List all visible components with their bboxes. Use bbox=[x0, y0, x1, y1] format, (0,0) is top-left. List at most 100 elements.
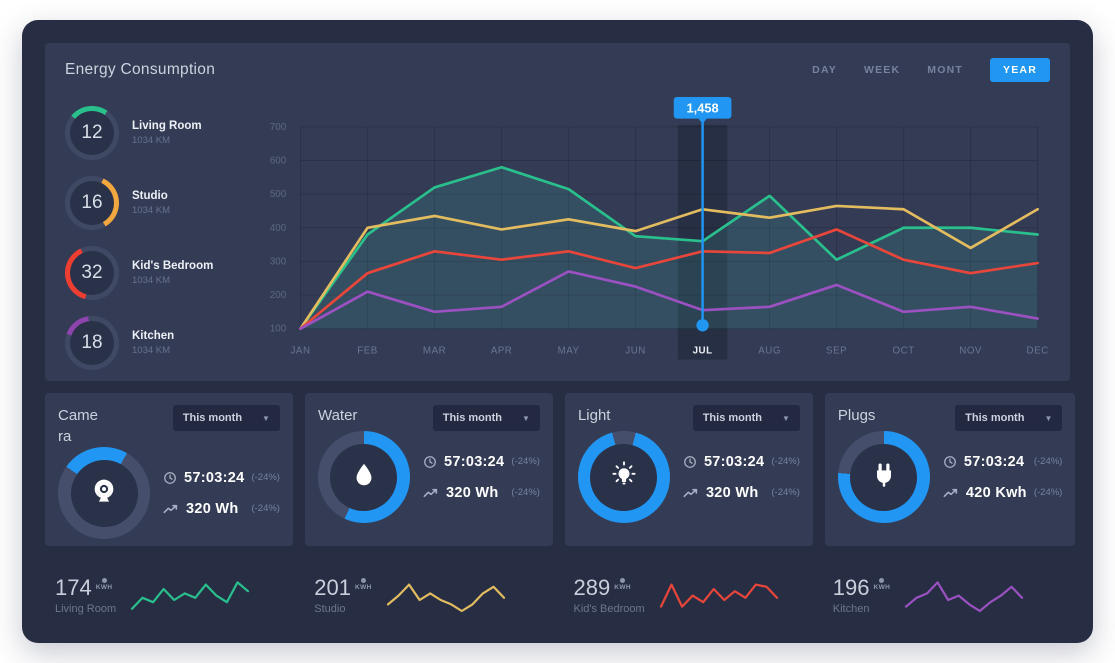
plug-icon bbox=[869, 460, 899, 495]
camera-icon bbox=[88, 475, 120, 512]
svg-text:AUG: AUG bbox=[758, 345, 781, 356]
clock-icon bbox=[943, 455, 957, 469]
room-gauge-list: 12 Living Room 1034 KM 16 Studio 1034 KM bbox=[65, 88, 247, 370]
tab-year[interactable]: YEAR bbox=[990, 58, 1050, 82]
gauge-value: 18 bbox=[70, 321, 114, 365]
water-progress-ring bbox=[317, 431, 410, 523]
chevron-down-icon: ▼ bbox=[522, 413, 530, 423]
spark-room-label: Kid's Bedroom bbox=[573, 603, 645, 615]
spark-kitchen: 196 KWH Kitchen bbox=[823, 560, 1070, 618]
gauge-sub: 1034 KM bbox=[132, 275, 171, 286]
gauge-studio[interactable]: 16 Studio 1034 KM bbox=[65, 176, 247, 230]
unit-dot bbox=[620, 578, 626, 583]
svg-text:700: 700 bbox=[270, 122, 287, 133]
gauge-label: Kid's Bedroom bbox=[132, 260, 214, 272]
svg-text:FEB: FEB bbox=[357, 345, 378, 356]
spark-room-label: Studio bbox=[314, 603, 346, 615]
svg-text:MAR: MAR bbox=[423, 345, 446, 356]
usage-stat: 420 Kwh (-24%) bbox=[943, 485, 1062, 501]
range-tabs: DAY WEEK MONT YEAR bbox=[812, 58, 1050, 82]
tab-day[interactable]: DAY bbox=[812, 64, 837, 76]
svg-text:NOV: NOV bbox=[959, 345, 982, 356]
energy-consumption-section: Energy Consumption DAY WEEK MONT YEAR 12… bbox=[45, 43, 1070, 381]
camera-period-dropdown[interactable]: This month ▼ bbox=[172, 405, 280, 431]
svg-text:300: 300 bbox=[270, 256, 287, 267]
light-period-dropdown[interactable]: This month ▼ bbox=[692, 405, 800, 431]
gauge-value: 12 bbox=[70, 111, 114, 155]
gauge-kitchen[interactable]: 18 Kitchen 1034 KM bbox=[65, 316, 247, 370]
svg-text:JAN: JAN bbox=[291, 345, 311, 356]
card-plugs: Plugs This month ▼ bbox=[824, 393, 1076, 546]
spark-room-label: Living Room bbox=[55, 603, 117, 615]
living-room-sparkline bbox=[130, 574, 250, 618]
gauge-sub: 1034 KM bbox=[132, 135, 171, 146]
card-title: Plugs bbox=[837, 407, 876, 424]
water-period-dropdown[interactable]: This month ▼ bbox=[432, 405, 540, 431]
time-stat: 57:03:24 (-24%) bbox=[683, 454, 800, 470]
gauge-sub: 1034 KM bbox=[132, 345, 171, 356]
card-title: Light bbox=[577, 407, 611, 424]
clock-icon bbox=[423, 455, 437, 469]
camera-progress-ring bbox=[58, 447, 150, 539]
svg-text:600: 600 bbox=[270, 156, 287, 167]
trend-icon bbox=[683, 487, 699, 499]
gauge-ring: 18 bbox=[65, 316, 119, 370]
chevron-down-icon: ▼ bbox=[262, 413, 270, 423]
gauge-ring: 12 bbox=[65, 106, 119, 160]
trend-icon bbox=[943, 487, 959, 499]
trend-icon bbox=[423, 487, 439, 499]
usage-stat: 320 Wh (-24%) bbox=[683, 485, 800, 501]
kids-bedroom-sparkline bbox=[659, 574, 779, 618]
tab-week[interactable]: WEEK bbox=[863, 64, 901, 76]
gauge-sub: 1034 KM bbox=[132, 205, 171, 216]
clock-icon bbox=[163, 471, 177, 485]
svg-text:JUL: JUL bbox=[693, 345, 713, 356]
usage-stat: 320 Wh (-24%) bbox=[423, 485, 540, 501]
gauge-ring: 32 bbox=[65, 246, 119, 300]
kitchen-sparkline bbox=[904, 574, 1024, 618]
time-stat: 57:03:24 (-24%) bbox=[423, 454, 540, 470]
gauge-ring: 16 bbox=[65, 176, 119, 230]
card-light: Light This month ▼ bbox=[564, 393, 813, 546]
spark-studio: 201 KWH Studio bbox=[304, 560, 551, 618]
room-sparkline-row: 174 KWH Living Room 201 KWH Studio 289 bbox=[45, 560, 1070, 618]
svg-text:200: 200 bbox=[270, 290, 287, 301]
section-header: Energy Consumption DAY WEEK MONT YEAR bbox=[65, 58, 1050, 82]
unit-label: KWH bbox=[95, 584, 113, 591]
dashboard-panel: Energy Consumption DAY WEEK MONT YEAR 12… bbox=[22, 20, 1093, 643]
svg-text:500: 500 bbox=[270, 189, 287, 200]
plugs-progress-ring bbox=[837, 431, 930, 523]
svg-text:100: 100 bbox=[270, 324, 287, 335]
gauge-label: Studio bbox=[132, 190, 168, 202]
usage-stat: 320 Wh (-24%) bbox=[163, 501, 280, 517]
chevron-down-icon: ▼ bbox=[781, 413, 790, 423]
gauge-kids-bedroom[interactable]: 32 Kid's Bedroom 1034 KM bbox=[65, 246, 247, 300]
svg-text:400: 400 bbox=[270, 223, 287, 234]
unit-dot bbox=[879, 578, 885, 583]
gauge-living-room[interactable]: 12 Living Room 1034 KM bbox=[65, 106, 247, 160]
tab-month[interactable]: MONT bbox=[927, 64, 964, 76]
page-title: Energy Consumption bbox=[65, 61, 216, 78]
gauge-value: 16 bbox=[70, 181, 114, 225]
light-bulb-icon bbox=[609, 460, 639, 495]
chevron-down-icon: ▼ bbox=[1044, 413, 1053, 423]
energy-line-chart[interactable]: 100 200 300 400 500 600 700 JAN FEB MAR APR MAY JUN J… bbox=[247, 96, 1050, 370]
gauge-label: Living Room bbox=[132, 120, 202, 132]
svg-text:SEP: SEP bbox=[826, 345, 847, 356]
svg-text:1,458: 1,458 bbox=[686, 100, 718, 115]
spark-value: 174 bbox=[55, 575, 92, 600]
svg-text:MAY: MAY bbox=[558, 345, 580, 356]
light-progress-ring bbox=[577, 431, 670, 523]
plugs-period-dropdown[interactable]: This month ▼ bbox=[955, 405, 1063, 431]
unit-label: KWH bbox=[354, 584, 372, 591]
unit-dot bbox=[101, 578, 107, 583]
spark-room-label: Kitchen bbox=[832, 603, 870, 615]
card-camera: Camera This month ▼ bbox=[45, 393, 293, 546]
clock-icon bbox=[683, 455, 697, 469]
time-stat: 57:03:24 (-24%) bbox=[163, 470, 280, 486]
spark-value: 201 bbox=[314, 575, 351, 600]
spark-kids-bedroom: 289 KWH Kid's Bedroom bbox=[564, 560, 811, 618]
time-stat: 57:03:24 (-24%) bbox=[943, 454, 1062, 470]
svg-text:APR: APR bbox=[491, 345, 513, 356]
spark-value: 196 bbox=[832, 575, 870, 600]
